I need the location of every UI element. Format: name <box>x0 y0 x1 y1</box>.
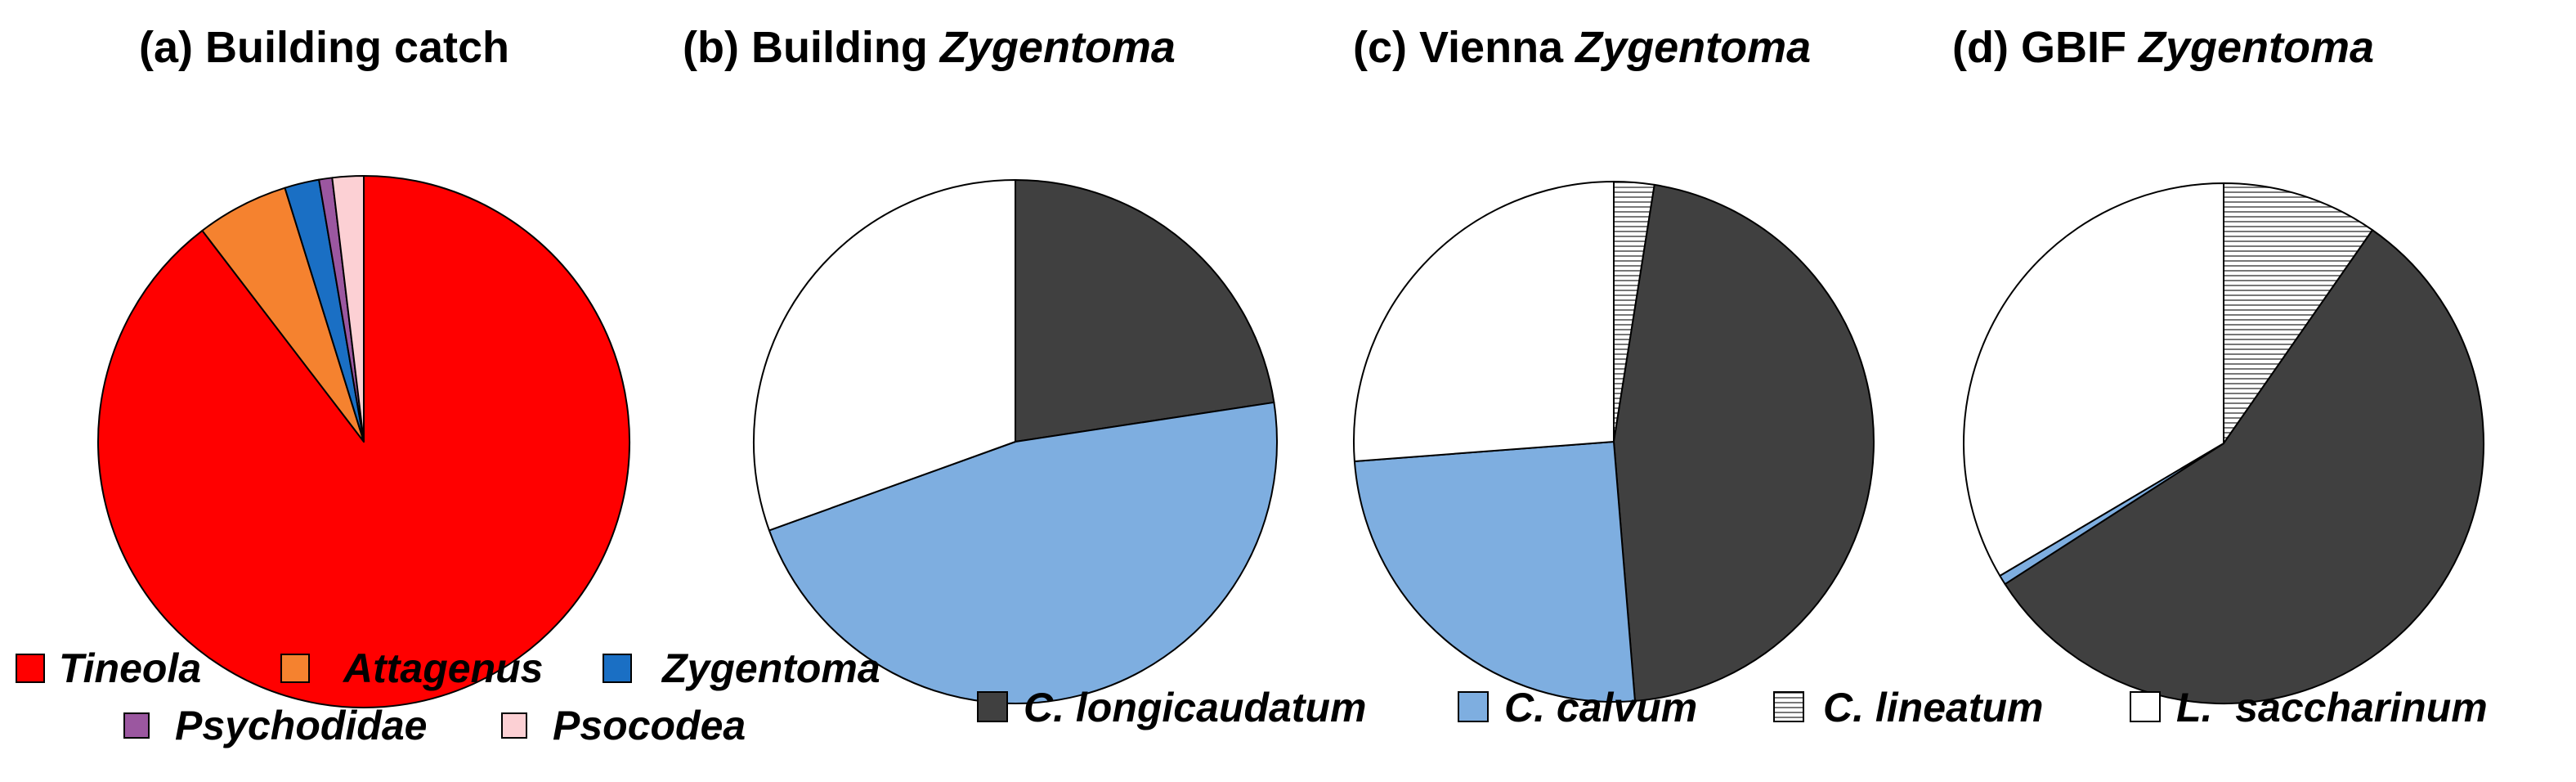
legend-item-zygentoma: Zygentoma <box>603 645 880 691</box>
legend-label-l-saccharinum: L. saccharinum <box>2176 685 2488 730</box>
pie-slice-c-longicaudatum <box>1613 183 1875 702</box>
pie-slice-c-lineatum <box>2223 182 2374 444</box>
pie-slice-c-longicaudatum <box>2004 229 2484 704</box>
panel-a-title: (a) Building catch <box>139 23 509 72</box>
pie-gbif-zygentoma <box>1963 182 2484 704</box>
pie-building-zygentoma <box>753 179 1278 704</box>
pie-slice-l-saccharinum <box>1353 181 1615 462</box>
legend-zygentoma-species: C. longicaudatum C. calvum C. lineatum L… <box>977 685 2488 730</box>
legend-label-psocodea: Psocodea <box>553 703 746 748</box>
legend-swatch-c-calvum <box>1458 691 1489 722</box>
legend-item-tineola: Tineola <box>16 645 201 691</box>
legend-label-c-lineatum: C. lineatum <box>1823 685 2043 730</box>
panel-c-title: (c) Vienna Zygentoma <box>1353 23 1811 72</box>
legend-swatch-c-longicaudatum <box>977 691 1008 722</box>
legend-swatch-attagenus <box>280 654 310 683</box>
legend-swatch-zygentoma <box>603 654 632 683</box>
legend-swatch-c-lineatum <box>1773 691 1804 722</box>
legend-item-c-lineatum: C. lineatum <box>1773 685 2043 730</box>
pie-slice-c-longicaudatum <box>1015 179 1275 443</box>
legend-swatch-l-saccharinum <box>2130 691 2161 722</box>
legend-item-psocodea: Psocodea <box>501 703 746 748</box>
panel-d-title: (d) GBIF Zygentoma <box>1952 23 2374 72</box>
pie-slice-l-saccharinum <box>753 179 1016 532</box>
legend-swatch-psocodea <box>501 712 527 739</box>
legend-item-l-saccharinum: L. saccharinum <box>2130 685 2488 730</box>
pie-slice-psocodea <box>331 175 365 443</box>
legend-item-attagenus: Attagenus <box>280 645 543 691</box>
legend-label-c-calvum: C. calvum <box>1504 685 1697 730</box>
legend-building-catch: Tineola Attagenus Zygentoma Psychodidae … <box>16 645 880 748</box>
legend-label-psychodidae: Psychodidae <box>175 703 427 748</box>
pie-building-catch <box>97 175 630 708</box>
panel-b-title: (b) Building Zygentoma <box>683 23 1176 72</box>
legend-swatch-psychodidae <box>123 712 150 739</box>
legend-swatch-tineola <box>16 654 45 683</box>
legend-label-tineola: Tineola <box>59 645 201 691</box>
pie-vienna-zygentoma <box>1353 181 1875 703</box>
pie-slice-c-calvum <box>1353 441 1636 703</box>
legend-label-zygentoma: Zygentoma <box>661 645 880 691</box>
pie-slice-l-saccharinum <box>1963 182 2224 577</box>
legend-item-psychodidae: Psychodidae <box>123 703 427 748</box>
pie-slice-c-calvum <box>768 401 1278 704</box>
legend-label-c-longicaudatum: C. longicaudatum <box>1024 685 1366 730</box>
legend-label-attagenus: Attagenus <box>342 645 543 691</box>
legend-item-c-longicaudatum: C. longicaudatum <box>977 685 1366 730</box>
legend-item-c-calvum: C. calvum <box>1458 685 1697 730</box>
